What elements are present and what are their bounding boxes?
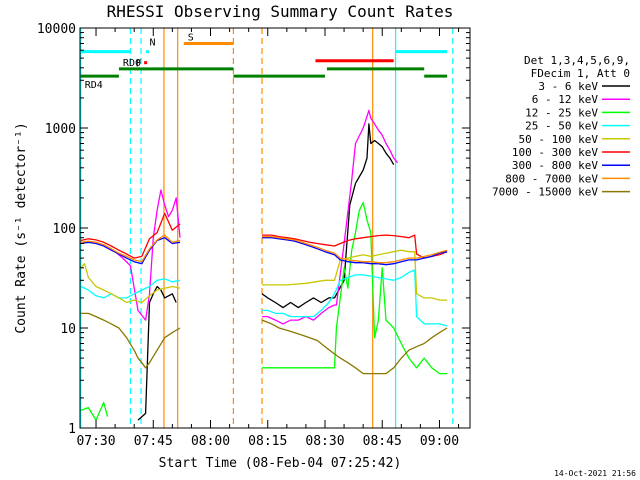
y-tick-label-3: 1000 [45, 122, 76, 137]
legend-label-3: 25 - 50 keV [525, 120, 598, 133]
plot-frame: 1 10 100 1000 10000 07:30 07:45 08:00 08:15 08:30… [37, 22, 471, 449]
x-tick-label-0: 07:30 [76, 434, 115, 449]
series-8-segment-0 [80, 312, 181, 369]
chart-title: RHESSI Observing Summary Count Rates [107, 2, 454, 21]
status-bars: S RD0 RD4 FN [80, 32, 448, 91]
series-2-segment-0 [80, 401, 109, 421]
series-4-segment-0 [80, 263, 181, 304]
svg-text:Count Rate (s⁻¹ detector⁻¹): Count Rate (s⁻¹ detector⁻¹) [14, 122, 29, 333]
status-marker-0 [144, 61, 148, 65]
legend-label-8: 7000 - 15000 keV [492, 186, 598, 199]
status-label-3: RD0 [123, 58, 141, 69]
status-marker-1 [146, 50, 150, 54]
legend-label-4: 50 - 100 keV [519, 133, 599, 146]
y-tick-label-4: 10000 [37, 22, 76, 37]
x-tick-label-2: 08:00 [191, 434, 230, 449]
series-7-segment-0 [80, 234, 181, 263]
timestamp: 14-Oct-2021 21:56 [554, 469, 636, 478]
series-0-segment-0 [137, 285, 177, 421]
y-tick-label-2: 100 [53, 222, 76, 237]
legend-label-0: 3 - 6 keV [538, 80, 598, 93]
y-axis-label: Count Rate (s⁻¹ detector⁻¹) [14, 122, 29, 333]
x-tick-label-5: 08:45 [363, 434, 402, 449]
y-tick-label-1: 10 [60, 322, 76, 337]
series-0-segment-1 [261, 123, 395, 309]
x-tick-label-6: 09:00 [420, 434, 459, 449]
status-label-4: RD4 [85, 80, 103, 91]
series-5-segment-1 [262, 234, 448, 259]
status-label-1: S [188, 32, 194, 43]
series-6-segment-0 [80, 237, 181, 265]
series-4-segment-1 [262, 249, 448, 301]
x-axis-label: Start Time (08-Feb-04 07:25:42) [159, 456, 402, 471]
x-tick-label-3: 08:15 [248, 434, 287, 449]
legend-header-0: Det 1,3,4,5,6,9, [524, 54, 630, 67]
series-3-segment-0 [80, 278, 181, 299]
series-2-segment-1 [262, 201, 448, 375]
status-marker-label-1: N [150, 38, 156, 49]
legend: Det 1,3,4,5,6,9,FDecim 1, Att 03 - 6 keV… [492, 54, 630, 199]
series-1-segment-1 [262, 109, 399, 325]
series-3-segment-1 [262, 269, 448, 327]
x-tick-label-4: 08:30 [305, 434, 344, 449]
legend-label-6: 300 - 800 keV [512, 159, 598, 172]
series-7-segment-1 [262, 235, 448, 264]
series-5-segment-0 [80, 212, 181, 259]
y-tick-label-0: 1 [68, 422, 76, 437]
x-tick-label-1: 07:45 [134, 434, 173, 449]
legend-label-7: 800 - 7000 keV [505, 172, 598, 185]
status-marker-label-0: F [136, 59, 142, 70]
legend-header-1: FDecim 1, Att 0 [531, 67, 630, 80]
legend-label-1: 6 - 12 keV [532, 93, 599, 106]
series-layer [80, 109, 448, 421]
series-8-segment-1 [261, 319, 448, 375]
legend-label-5: 100 - 300 keV [512, 146, 598, 159]
legend-label-2: 12 - 25 keV [525, 106, 598, 119]
series-6-segment-1 [262, 237, 448, 266]
